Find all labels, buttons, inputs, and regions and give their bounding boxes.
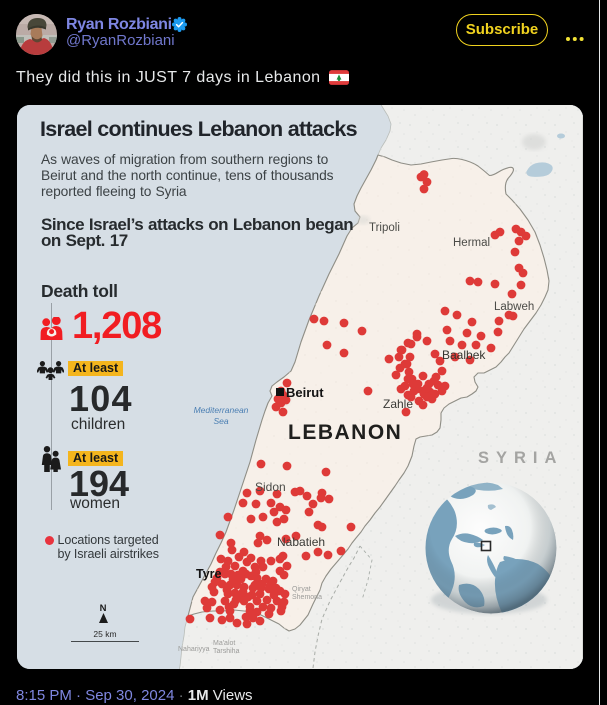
svg-text:Qiryat: Qiryat <box>292 586 311 593</box>
svg-text:SYRIA: SYRIA <box>478 449 563 467</box>
svg-text:Mediterranean: Mediterranean <box>194 405 249 415</box>
svg-text:N: N <box>100 603 107 614</box>
svg-text:LEBANON: LEBANON <box>288 421 402 444</box>
svg-text:Tyre: Tyre <box>196 567 222 581</box>
svg-text:Ma'alot: Ma'alot <box>213 640 235 647</box>
svg-text:Beirut: Beirut <box>286 385 324 400</box>
svg-text:Sidon: Sidon <box>255 480 286 494</box>
svg-text:25 km: 25 km <box>93 629 116 639</box>
svg-text:Nahariyya: Nahariyya <box>178 646 210 653</box>
svg-text:Labweh: Labweh <box>494 301 534 313</box>
svg-text:Tarshiha: Tarshiha <box>213 648 240 655</box>
svg-text:Hermal: Hermal <box>453 237 490 249</box>
svg-text:Shemona: Shemona <box>292 594 322 601</box>
svg-text:Baalbek: Baalbek <box>442 348 486 362</box>
svg-text:Zahle: Zahle <box>383 397 413 411</box>
svg-text:Tripoli: Tripoli <box>369 222 400 234</box>
svg-text:Nabatieh: Nabatieh <box>277 535 325 549</box>
svg-text:Sea: Sea <box>213 416 228 426</box>
